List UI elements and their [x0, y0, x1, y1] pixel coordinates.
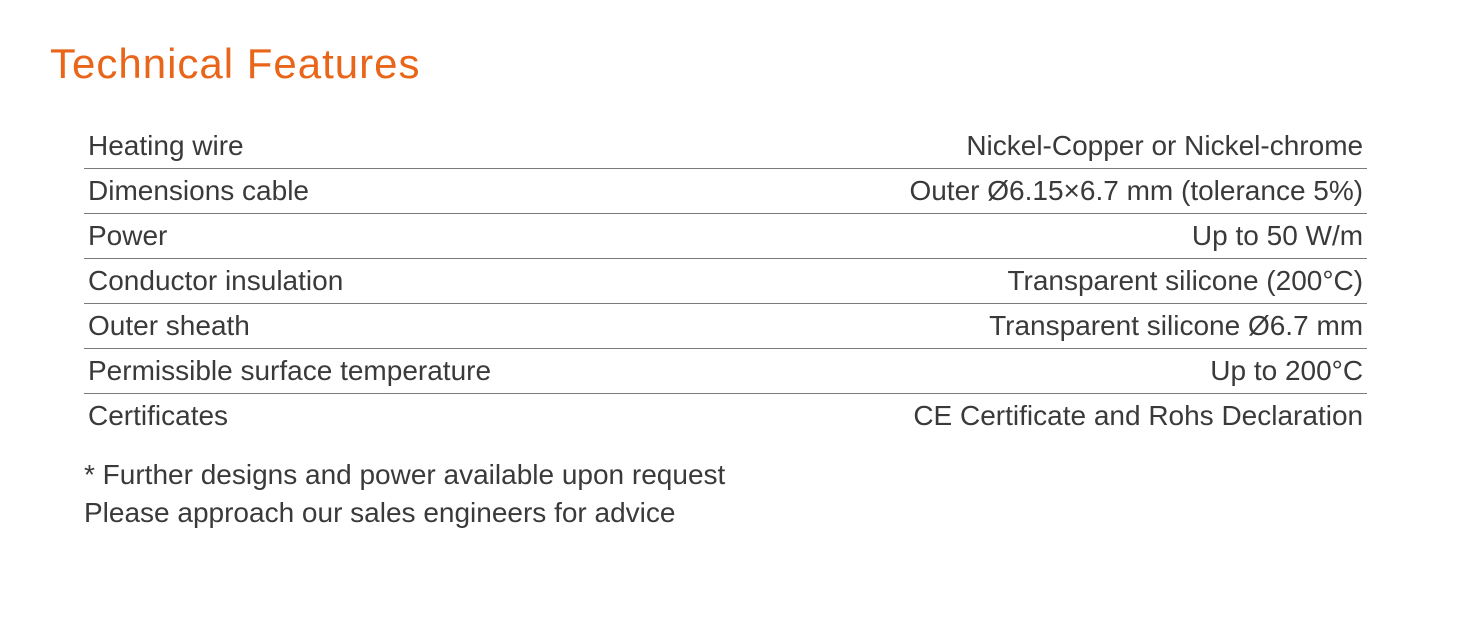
spec-label: Dimensions cable [84, 169, 661, 214]
spec-value: Transparent silicone Ø6.7 mm [661, 304, 1367, 349]
footnote-line: Please approach our sales engineers for … [84, 494, 1415, 532]
spec-value: Up to 200°C [661, 349, 1367, 394]
spec-value: Up to 50 W/m [661, 214, 1367, 259]
page: Technical Features Heating wire Nickel-C… [0, 0, 1465, 532]
section-title: Technical Features [50, 40, 1415, 88]
footnote: * Further designs and power available up… [84, 456, 1415, 532]
spec-label: Outer sheath [84, 304, 661, 349]
table-row: Heating wire Nickel-Copper or Nickel-chr… [84, 124, 1367, 169]
spec-value: Outer Ø6.15×6.7 mm (tolerance 5%) [661, 169, 1367, 214]
table-row: Power Up to 50 W/m [84, 214, 1367, 259]
spec-label: Certificates [84, 394, 661, 439]
table-row: Certificates CE Certificate and Rohs Dec… [84, 394, 1367, 439]
spec-table: Heating wire Nickel-Copper or Nickel-chr… [84, 124, 1367, 438]
spec-value: CE Certificate and Rohs Declaration [661, 394, 1367, 439]
table-row: Conductor insulation Transparent silicon… [84, 259, 1367, 304]
spec-label: Power [84, 214, 661, 259]
table-row: Permissible surface temperature Up to 20… [84, 349, 1367, 394]
spec-value: Transparent silicone (200°C) [661, 259, 1367, 304]
spec-label: Conductor insulation [84, 259, 661, 304]
spec-label: Permissible surface temperature [84, 349, 661, 394]
table-row: Dimensions cable Outer Ø6.15×6.7 mm (tol… [84, 169, 1367, 214]
footnote-line: * Further designs and power available up… [84, 456, 1415, 494]
spec-value: Nickel-Copper or Nickel-chrome [661, 124, 1367, 169]
table-row: Outer sheath Transparent silicone Ø6.7 m… [84, 304, 1367, 349]
spec-label: Heating wire [84, 124, 661, 169]
